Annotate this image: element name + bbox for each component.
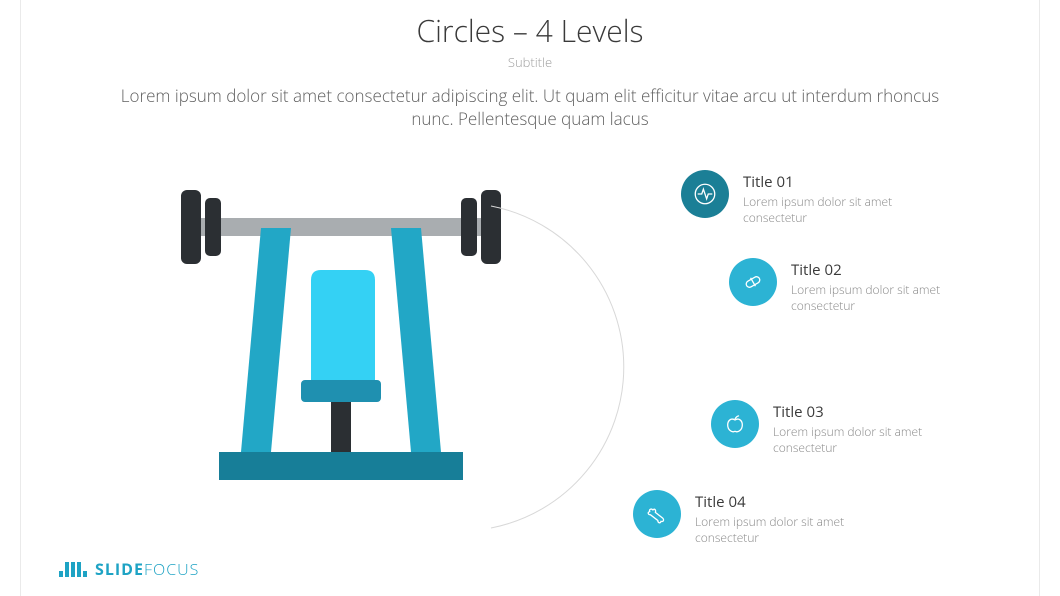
page-description: Lorem ipsum dolor sit amet consectetur a… [120,85,940,131]
page-title: Circles – 4 Levels [21,10,1039,51]
level-item-3: Title 03 Lorem ipsum dolor sit amet cons… [711,400,943,455]
brand-light: FOCUS [144,558,199,580]
pulse-icon [681,170,729,218]
item-desc: Lorem ipsum dolor sit amet consectetur [773,424,943,455]
item-title: Title 02 [791,260,961,280]
bone-icon [633,490,681,538]
header: Circles – 4 Levels Subtitle [21,0,1039,71]
apple-icon [711,400,759,448]
level-item-4: Title 04 Lorem ipsum dolor sit amet cons… [633,490,865,545]
arc [421,190,781,530]
item-title: Title 04 [695,492,865,512]
pill-icon [729,258,777,306]
brand-bold: SLIDE [95,558,144,580]
item-title: Title 03 [773,402,943,422]
level-item-2: Title 02 Lorem ipsum dolor sit amet cons… [729,258,961,313]
page-subtitle: Subtitle [21,53,1039,71]
brand-logo: SLIDEFOCUS [59,558,199,580]
brand-bars-icon [59,562,87,577]
level-item-1: Title 01 Lorem ipsum dolor sit amet cons… [681,170,913,225]
stage: Title 01 Lorem ipsum dolor sit amet cons… [21,150,1039,596]
item-desc: Lorem ipsum dolor sit amet consectetur [791,282,961,313]
item-desc: Lorem ipsum dolor sit amet consectetur [695,514,865,545]
item-title: Title 01 [743,172,913,192]
item-desc: Lorem ipsum dolor sit amet consectetur [743,194,913,225]
brand-text: SLIDEFOCUS [95,558,199,580]
